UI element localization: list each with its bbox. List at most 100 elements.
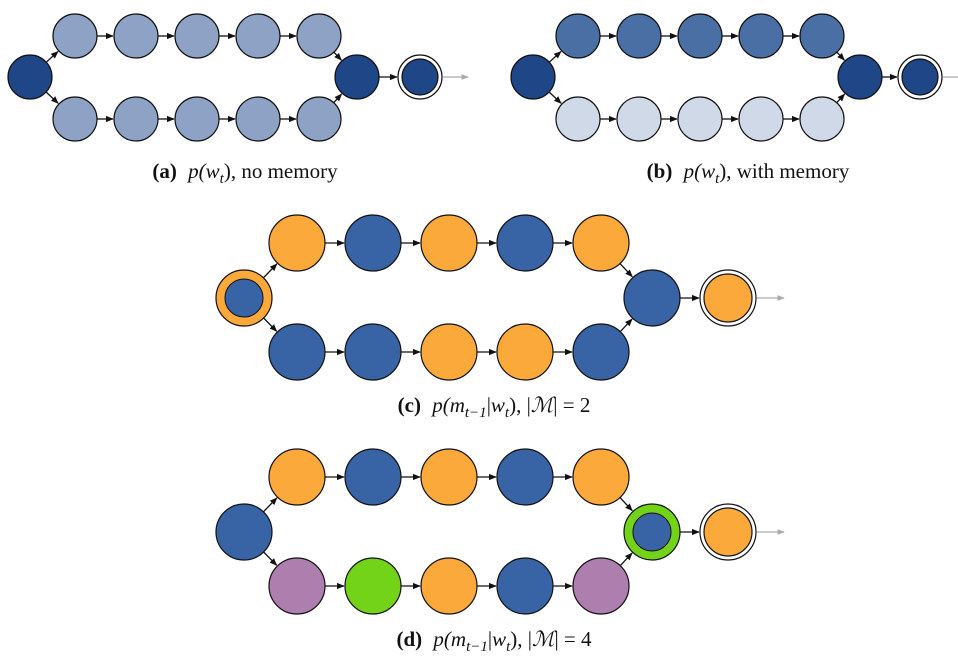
top-node xyxy=(799,13,845,59)
bottom-node xyxy=(572,323,630,381)
top-node xyxy=(268,214,326,272)
panel-d xyxy=(215,448,785,615)
caption-d-label: (d) xyxy=(396,627,422,651)
top-node xyxy=(496,214,554,272)
top-node xyxy=(738,13,784,59)
bottom-node xyxy=(344,557,402,615)
caption-b-rest: ), with memory xyxy=(719,159,850,183)
edge-top-join xyxy=(333,51,342,61)
top-node xyxy=(235,13,281,59)
panel-b xyxy=(510,13,958,142)
bottom-node xyxy=(113,96,159,142)
caption-d-mid: ), | xyxy=(510,627,532,651)
top-node xyxy=(420,214,478,272)
edge-start-top xyxy=(262,263,278,279)
caption-c-label: (c) xyxy=(398,393,421,417)
final-node xyxy=(401,58,439,96)
caption-c-w: w xyxy=(491,393,505,417)
caption-c-bar: | xyxy=(487,393,491,417)
edge-bottom-join xyxy=(836,93,846,104)
bottom-node xyxy=(268,557,326,615)
final-node xyxy=(703,273,753,323)
bottom-node xyxy=(268,323,326,381)
top-node xyxy=(174,13,220,59)
caption-c-sub1: t−1 xyxy=(465,405,487,421)
edge-top-join xyxy=(836,51,845,61)
caption-d-end: | = 4 xyxy=(554,627,592,651)
bottom-node xyxy=(738,96,784,142)
final-node xyxy=(901,58,939,96)
bottom-node xyxy=(496,323,554,381)
bottom-node xyxy=(677,96,723,142)
caption-c-end: | = 2 xyxy=(553,393,590,417)
top-node xyxy=(113,13,159,59)
join-node xyxy=(334,54,380,100)
top-node xyxy=(344,214,402,272)
caption-c-p: p( xyxy=(430,393,452,417)
bottom-node xyxy=(296,96,342,142)
start-node xyxy=(215,503,273,561)
bottom-node xyxy=(52,96,98,142)
top-node xyxy=(420,448,478,506)
caption-c-sub2: t xyxy=(505,405,510,421)
edge-bottom-join xyxy=(333,93,343,104)
bottom-node xyxy=(344,323,402,381)
bottom-node xyxy=(420,557,478,615)
caption-d-sub1: t−1 xyxy=(466,639,488,655)
start-node xyxy=(224,278,264,318)
bottom-node xyxy=(235,96,281,142)
start-node xyxy=(510,54,556,100)
top-node xyxy=(268,448,326,506)
bottom-node xyxy=(616,96,662,142)
bottom-node xyxy=(496,557,554,615)
caption-a-label: (a) xyxy=(152,159,177,183)
caption-d: (d) p(mt−1|wt), |ℳ| = 4 xyxy=(396,627,592,655)
edge-bottom-join xyxy=(619,318,633,333)
bottom-node xyxy=(420,323,478,381)
caption-a-p: p( xyxy=(186,159,208,183)
caption-d-m: m xyxy=(451,627,466,651)
caption-b-p: p( xyxy=(682,159,704,183)
caption-b-w: w xyxy=(701,159,715,183)
edge-start-top xyxy=(548,50,562,63)
top-node xyxy=(296,13,342,59)
panel-c xyxy=(215,214,785,381)
caption-d-w: w xyxy=(492,627,506,651)
top-node xyxy=(572,448,630,506)
top-node xyxy=(344,448,402,506)
caption-a: (a) p(wt), no memory xyxy=(152,159,338,187)
join-node xyxy=(632,512,672,552)
caption-a-w: w xyxy=(206,159,220,183)
bottom-node xyxy=(799,96,845,142)
top-node xyxy=(616,13,662,59)
edge-bottom-join xyxy=(619,552,633,567)
caption-b-label: (b) xyxy=(647,159,673,183)
caption-c-m: m xyxy=(450,393,465,417)
edge-start-bottom xyxy=(548,91,562,104)
join-node xyxy=(837,54,883,100)
edge-start-top xyxy=(45,50,59,63)
top-node xyxy=(555,13,601,59)
bottom-node xyxy=(572,557,630,615)
edge-start-bottom xyxy=(45,91,59,104)
edge-start-bottom xyxy=(263,317,278,332)
top-node xyxy=(52,13,98,59)
bottom-node xyxy=(174,96,220,142)
caption-c-mid: ), | xyxy=(509,393,531,417)
caption-d-set: ℳ xyxy=(532,627,558,651)
top-node xyxy=(677,13,723,59)
bottom-node xyxy=(555,96,601,142)
top-node xyxy=(496,448,554,506)
panel-a xyxy=(7,13,469,142)
edge-start-bottom xyxy=(263,551,278,566)
edge-top-join xyxy=(619,263,633,278)
caption-d-bar: | xyxy=(488,627,492,651)
caption-c: (c) p(mt−1|wt), |ℳ| = 2 xyxy=(398,393,591,421)
caption-c-set: ℳ xyxy=(531,393,557,417)
caption-b-sub: t xyxy=(715,171,720,187)
top-node xyxy=(572,214,630,272)
start-node xyxy=(7,54,53,100)
edge-start-top xyxy=(262,497,278,513)
caption-d-p: p( xyxy=(431,627,453,651)
